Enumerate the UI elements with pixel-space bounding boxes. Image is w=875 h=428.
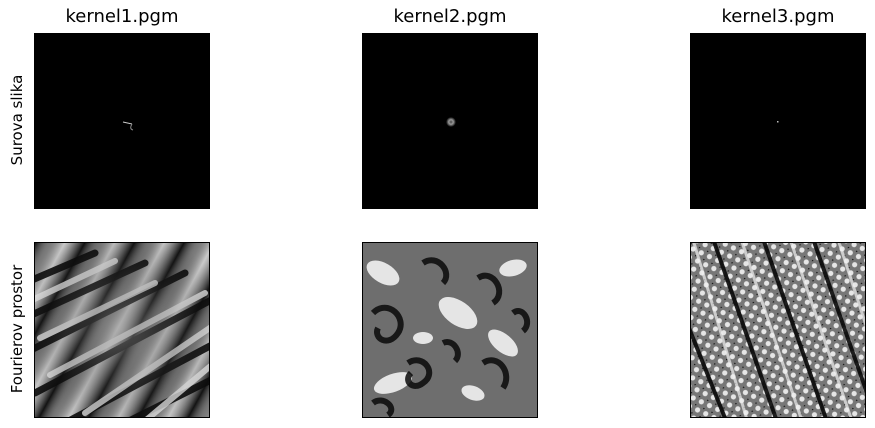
raw-image-kernel1 bbox=[34, 33, 210, 209]
fourier-image-kernel1 bbox=[34, 242, 210, 418]
row-label-raw: Surova slika bbox=[8, 74, 26, 166]
column-title-kernel2: kernel2.pgm bbox=[393, 6, 507, 27]
raw-image-kernel2 bbox=[362, 33, 538, 209]
column-title-kernel1: kernel1.pgm bbox=[65, 6, 179, 27]
column-title-kernel3: kernel3.pgm bbox=[721, 6, 835, 27]
fourier-image-kernel3 bbox=[690, 242, 866, 418]
row-label-fourier: Fourierov prostor bbox=[8, 264, 26, 394]
raw-image-kernel3 bbox=[690, 33, 866, 209]
fourier-image-kernel2 bbox=[362, 242, 538, 418]
